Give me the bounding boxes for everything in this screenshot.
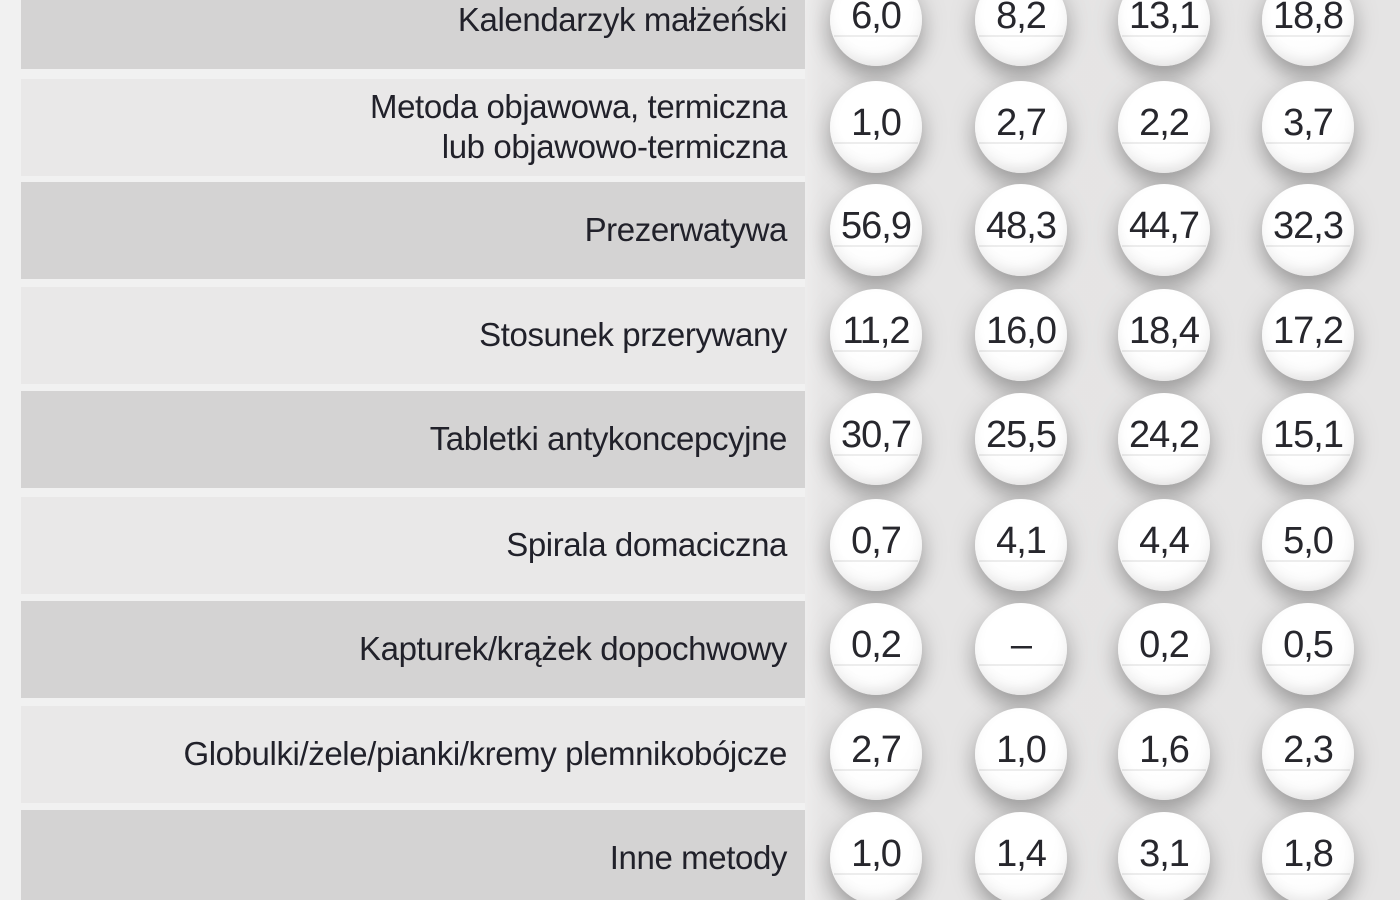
value-pill: 1,4 bbox=[975, 812, 1067, 900]
pill-value: 18,8 bbox=[1273, 0, 1344, 37]
value-pill: 56,9 bbox=[830, 184, 922, 276]
row-label: Kapturek/krążek dopochwowy bbox=[359, 629, 787, 667]
row-band bbox=[21, 286, 805, 384]
pill-value: 1,0 bbox=[851, 833, 902, 875]
pill-value: 3,7 bbox=[1283, 102, 1334, 144]
pill-value: 6,0 bbox=[851, 0, 902, 37]
pill-value: 2,7 bbox=[851, 729, 902, 771]
value-pill: 18,4 bbox=[1118, 289, 1210, 381]
row-band bbox=[21, 390, 805, 488]
value-pill: 1,0 bbox=[975, 708, 1067, 800]
value-pill: 13,1 bbox=[1118, 0, 1210, 66]
value-pill: 15,1 bbox=[1262, 393, 1354, 485]
value-pill: 4,1 bbox=[975, 499, 1067, 591]
value-pill: 4,4 bbox=[1118, 499, 1210, 591]
value-pill: 0,2 bbox=[830, 603, 922, 695]
pill-value: 0,7 bbox=[851, 520, 902, 562]
value-pill: 1,6 bbox=[1118, 708, 1210, 800]
pill-value: 4,1 bbox=[996, 520, 1047, 562]
pill-value: 2,7 bbox=[996, 102, 1047, 144]
pill-value: 17,2 bbox=[1273, 310, 1344, 352]
pill-value: 1,6 bbox=[1139, 729, 1190, 771]
row-band bbox=[21, 181, 805, 279]
value-pill: 17,2 bbox=[1262, 289, 1354, 381]
row-band bbox=[21, 0, 805, 69]
value-pill: 0,2 bbox=[1118, 603, 1210, 695]
value-pill: 11,2 bbox=[830, 289, 922, 381]
row-band bbox=[21, 705, 805, 803]
pill-value: 0,2 bbox=[851, 624, 902, 666]
value-pill: 3,1 bbox=[1118, 812, 1210, 900]
pill-value: 24,2 bbox=[1129, 414, 1200, 456]
row-band bbox=[21, 809, 805, 900]
value-pill: 1,0 bbox=[830, 812, 922, 900]
pill-value: 1,8 bbox=[1283, 833, 1334, 875]
row-band bbox=[21, 496, 805, 594]
row-label: Stosunek przerywany bbox=[479, 315, 787, 353]
pill-value: 11,2 bbox=[842, 310, 910, 352]
row-label: Globulki/żele/pianki/kremy plemnikobójcz… bbox=[183, 734, 787, 772]
value-pill: 1,0 bbox=[830, 81, 922, 173]
value-pill: 0,7 bbox=[830, 499, 922, 591]
pill-value: 56,9 bbox=[841, 205, 912, 247]
pill-value: 2,2 bbox=[1139, 102, 1190, 144]
pill-value: 32,3 bbox=[1273, 205, 1344, 247]
pill-value: 13,1 bbox=[1129, 0, 1200, 37]
pill-value: 5,0 bbox=[1283, 520, 1334, 562]
pill-value: 2,3 bbox=[1283, 729, 1334, 771]
value-pill: 18,8 bbox=[1262, 0, 1354, 66]
value-pill: 44,7 bbox=[1118, 184, 1210, 276]
pill-value: 3,1 bbox=[1139, 833, 1190, 875]
row-band bbox=[21, 600, 805, 698]
value-pill: 3,7 bbox=[1262, 81, 1354, 173]
pill-value: 0,5 bbox=[1283, 624, 1334, 666]
row-label: Prezerwatywa bbox=[584, 210, 788, 248]
value-pill: 2,7 bbox=[830, 708, 922, 800]
value-pill: 24,2 bbox=[1118, 393, 1210, 485]
value-pill: 2,7 bbox=[975, 81, 1067, 173]
value-pill: 30,7 bbox=[830, 393, 922, 485]
value-pill: 5,0 bbox=[1262, 499, 1354, 591]
row-label: Metoda objawowa, termiczna lub objawowo-… bbox=[370, 87, 787, 165]
row-label: Inne metody bbox=[609, 838, 788, 876]
pill-value: 30,7 bbox=[841, 414, 912, 456]
value-pill: 25,5 bbox=[975, 393, 1067, 485]
pill-value: 25,5 bbox=[986, 414, 1057, 456]
pill-value: 18,4 bbox=[1129, 310, 1200, 352]
value-pill: 1,8 bbox=[1262, 812, 1354, 900]
pill-value: 4,4 bbox=[1139, 520, 1190, 562]
value-pill: 16,0 bbox=[975, 289, 1067, 381]
pill-value: 44,7 bbox=[1129, 205, 1200, 247]
pill-value: 1,0 bbox=[851, 102, 902, 144]
row-label: Spirala domaciczna bbox=[506, 525, 787, 563]
pill-value: 16,0 bbox=[986, 310, 1057, 352]
pill-value: – bbox=[1010, 624, 1032, 666]
pill-value: 15,1 bbox=[1273, 414, 1344, 456]
pill-value: 0,2 bbox=[1139, 624, 1190, 666]
pill-value: 1,4 bbox=[996, 833, 1047, 875]
pill-value: 1,0 bbox=[996, 729, 1047, 771]
row-label: Tabletki antykoncepcyjne bbox=[429, 419, 788, 457]
row-label: Kalendarzyk małżeński bbox=[457, 0, 787, 38]
value-pill: 2,2 bbox=[1118, 81, 1210, 173]
row-band bbox=[21, 78, 805, 176]
pill-value: 48,3 bbox=[986, 205, 1057, 247]
value-pill: 32,3 bbox=[1262, 184, 1354, 276]
value-pill: 0,5 bbox=[1262, 603, 1354, 695]
value-pill: 2,3 bbox=[1262, 708, 1354, 800]
value-pill: 48,3 bbox=[975, 184, 1067, 276]
pill-value: 8,2 bbox=[996, 0, 1047, 37]
value-pill: – bbox=[975, 603, 1067, 695]
